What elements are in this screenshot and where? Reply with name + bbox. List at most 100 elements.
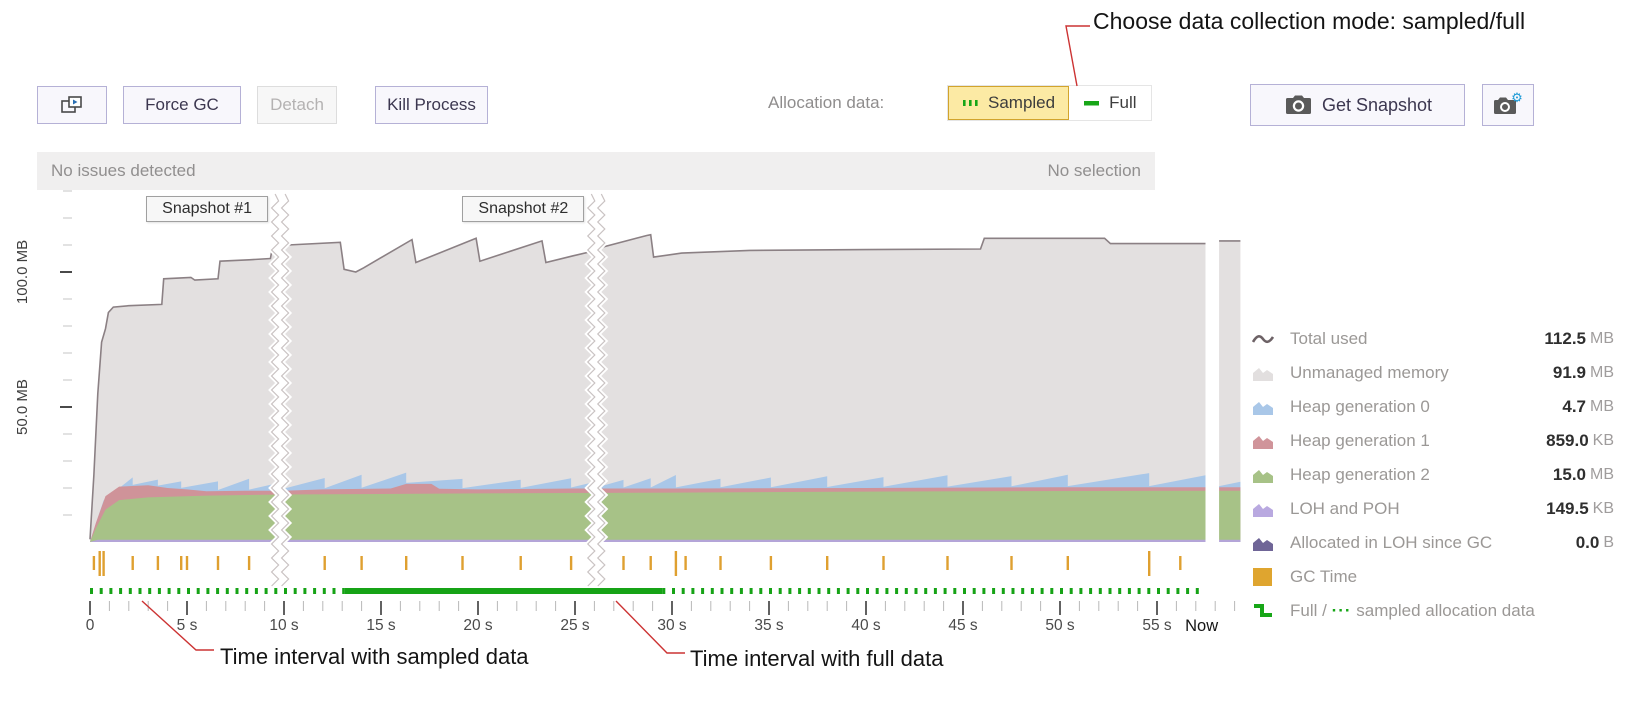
area-legend-icon	[1253, 470, 1273, 483]
legend-value: 4.7	[1562, 397, 1586, 416]
gc-event-tick	[216, 556, 220, 570]
x-axis-label: 20 s	[463, 617, 493, 632]
area-legend-icon	[1253, 538, 1273, 551]
kill-process-button[interactable]: Kill Process	[375, 86, 488, 124]
wave-legend-icon	[1251, 335, 1275, 344]
annotation-collection-mode: Choose data collection mode: sampled/ful…	[1093, 8, 1526, 34]
legend-label: Allocated in LOH since GC	[1290, 533, 1493, 552]
gc-event-tick	[946, 556, 949, 570]
legend-row-2[interactable]: Unmanaged memory 91.9 MB	[1252, 356, 1614, 390]
gc-event-tick	[826, 556, 829, 570]
legend-value: 15.0	[1552, 465, 1586, 484]
legend-unit: MB	[1590, 330, 1614, 347]
snapshot-separator-edge	[586, 193, 596, 587]
legend-label: GC Time	[1290, 567, 1358, 586]
gc-event-tick	[98, 551, 101, 576]
allocation-data-label: Allocation data:	[768, 93, 885, 112]
legend-label: Total used	[1290, 329, 1368, 348]
snapshot-label-2[interactable]: Snapshot #2	[462, 196, 585, 222]
snapshot-separator	[584, 191, 609, 591]
gc-event-tick	[323, 556, 326, 570]
gc-event-tick	[180, 556, 183, 570]
legend-unit: MB	[1590, 466, 1614, 483]
legend-row-5[interactable]: Heap generation 2 15.0 MB	[1252, 458, 1614, 492]
gc-event-tick	[622, 556, 625, 570]
gc-event-tick	[1066, 556, 1069, 570]
annotation-full-interval: Time interval with full data	[690, 646, 944, 671]
x-axis-label: 15 s	[366, 617, 396, 632]
gc-event-tick	[569, 556, 573, 570]
x-axis-label: 50 s	[1045, 617, 1075, 632]
gc-event-tick	[769, 556, 773, 570]
gc-event-tick	[1010, 556, 1013, 570]
legend-row-9[interactable]: Full / ··· sampled allocation data	[1252, 594, 1614, 628]
full-option-label: Full	[1109, 93, 1137, 112]
legend-row-3[interactable]: Heap generation 0 4.7 MB	[1252, 390, 1614, 424]
gc-event-tick	[649, 556, 652, 570]
x-axis-label: 5 s	[177, 617, 198, 632]
heap-gen2-area	[90, 490, 1241, 542]
area-legend-icon	[1253, 436, 1273, 449]
y-axis-label-100mb: 100.0 MB	[14, 239, 31, 305]
snapshot-label-1[interactable]: Snapshot #1	[146, 196, 269, 222]
legend-row-8[interactable]: GC Time	[1252, 560, 1614, 594]
window-play-icon	[61, 96, 82, 113]
sampled-option-label: Sampled	[988, 93, 1056, 112]
legend-row-1[interactable]: Total used 112.5 MB	[1251, 322, 1614, 356]
allocation-mode-sampled[interactable]: Sampled	[948, 86, 1070, 120]
snapshot-settings-button[interactable]: ⚙	[1482, 84, 1534, 126]
get-snapshot-button[interactable]: Get Snapshot	[1250, 84, 1465, 126]
x-axis-label: 10 s	[269, 617, 299, 632]
annotation-sampled-interval: Time interval with sampled data	[220, 644, 529, 669]
legend-unit: MB	[1590, 398, 1614, 415]
camera-gear-icon: ⚙	[1494, 92, 1523, 114]
area-legend-icon	[1253, 504, 1273, 517]
x-axis-label: 25 s	[560, 617, 590, 632]
x-axis-now-label: Now	[1185, 617, 1218, 632]
legend-value: 859.0	[1546, 431, 1589, 450]
legend-row-4[interactable]: Heap generation 1 859.0 KB	[1252, 424, 1614, 458]
detach-button[interactable]: Detach	[257, 86, 337, 124]
x-axis-label: 40 s	[851, 617, 881, 632]
legend-label: Unmanaged memory	[1290, 363, 1449, 382]
legend-label: LOH and POH	[1290, 499, 1400, 518]
gc-event-tick	[674, 551, 678, 576]
gc-event-tick	[405, 556, 408, 570]
square-legend-icon	[1253, 568, 1272, 586]
area-legend-icon	[1253, 368, 1273, 381]
sampled-dots-icon	[963, 100, 978, 106]
legend-value: 112.5	[1544, 329, 1586, 348]
snapshot-separator-edge	[270, 193, 280, 587]
memory-timeline-chart[interactable]: 0 5 s 10 s 15 s 20 s 25 s 30 s 35 s 40 s 45 s 50 s…	[60, 190, 1245, 632]
snapshot-separator-edge	[280, 193, 290, 587]
chart-legend: Total used 112.5 MB Unmanaged memory 91.9 MB H…	[1251, 322, 1614, 628]
loh-poh-area	[90, 539, 1241, 542]
legend-row-7[interactable]: Allocated in LOH since GC 0.0 B	[1252, 526, 1614, 560]
gc-event-tick	[1179, 556, 1182, 570]
x-axis-label: 35 s	[754, 617, 784, 632]
legend-unit: MB	[1590, 364, 1614, 381]
legend-label: Heap generation 1	[1290, 431, 1430, 450]
unmanaged-memory-area	[90, 234, 1241, 542]
issues-status: No issues detected	[51, 161, 196, 180]
legend-label: Full / ··· sampled allocation data	[1290, 601, 1535, 620]
allocation-mode-full[interactable]: Full	[1069, 86, 1150, 120]
gc-event-tick	[882, 556, 885, 570]
presentation-view-button[interactable]	[37, 86, 107, 124]
snapshot-separator	[268, 191, 293, 591]
allocation-mode-toggle: Sampled Full	[947, 85, 1152, 121]
legend-unit: B	[1603, 534, 1614, 551]
gc-event-tick	[156, 556, 160, 570]
force-gc-button[interactable]: Force GC	[123, 86, 241, 124]
status-bar: No issues detected No selection	[37, 152, 1155, 190]
get-snapshot-label: Get Snapshot	[1321, 94, 1433, 115]
gc-event-tick	[131, 556, 134, 570]
x-axis-label: 0	[86, 617, 95, 632]
gc-event-tick	[1148, 551, 1151, 576]
legend-value: 0.0	[1575, 533, 1600, 552]
legend-row-6[interactable]: LOH and POH 149.5 KB	[1252, 492, 1614, 526]
gc-event-tick	[92, 556, 96, 570]
x-axis-label: 30 s	[657, 617, 687, 632]
legend-label: Heap generation 0	[1290, 397, 1430, 416]
